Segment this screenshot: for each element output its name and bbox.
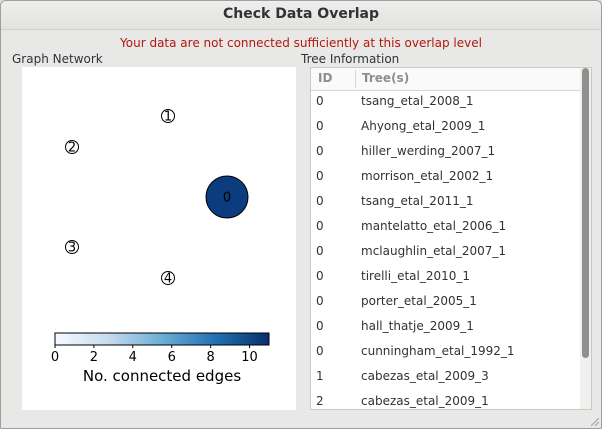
vertical-scrollbar[interactable] [580,68,591,409]
table-row[interactable]: 0 mclaughlin_etal_2007_1 [311,240,581,265]
table-row[interactable]: 0 hall_thatje_2009_1 [311,315,581,340]
row-id-cell: 0 [316,144,324,158]
row-tree-cell: Ahyong_etal_2009_1 [361,119,486,133]
colorbar-tick-label: 6 [168,350,176,365]
row-id-cell: 2 [316,394,324,408]
row-id-cell: 0 [316,294,324,308]
row-tree-cell: tsang_etal_2008_1 [361,94,474,108]
column-header-trees[interactable]: Tree(s) [362,71,410,85]
colorbar-tick-label: 2 [90,350,98,365]
row-tree-cell: hiller_werding_2007_1 [361,144,496,158]
row-tree-cell: tsang_etal_2011_1 [361,194,474,208]
row-tree-cell: porter_etal_2005_1 [361,294,477,308]
table-row[interactable]: 0 tirelli_etal_2010_1 [311,265,581,290]
table-row[interactable]: 0 cunningham_etal_1992_1 [311,340,581,365]
table-body: 0 tsang_etal_2008_1 0 Ahyong_etal_2009_1 0 hi… [311,90,581,409]
graph-node-0: 0 [205,175,249,219]
colorbar-label: No. connected edges [83,367,241,385]
graph-network-label: Graph Network [12,52,103,66]
graph-node-label: 2 [68,141,76,156]
row-id-cell: 0 [316,194,324,208]
row-id-cell: 0 [316,269,324,283]
window-title: Check Data Overlap [223,6,379,22]
row-tree-cell: cabezas_etal_2009_3 [361,369,489,383]
row-tree-cell: mclaughlin_etal_2007_1 [361,244,507,258]
tree-information-label: Tree Information [301,52,400,66]
row-tree-cell: cabezas_etal_2009_1 [361,394,489,408]
graph-node-4: 4 [161,271,175,287]
graph-network-panel: 0 1 2 3 4 0 2 4 6 8 10 No. connected edges [22,67,296,410]
graph-node-3: 3 [65,240,79,256]
graph-node-label: 4 [164,272,172,287]
row-tree-cell: hall_thatje_2009_1 [361,319,474,333]
graph-node-label: 1 [164,110,172,125]
colorbar [54,332,270,346]
graph-node-label: 3 [68,241,76,256]
table-row[interactable]: 0 morrison_etal_2002_1 [311,165,581,190]
table-row[interactable]: 0 mantelatto_etal_2006_1 [311,215,581,240]
connectivity-warning: Your data are not connected sufficiently… [120,36,482,50]
tree-information-table[interactable]: ID Tree(s) 0 tsang_etal_2008_1 0 Ahyong_eta… [310,67,592,410]
scrollbar-thumb[interactable] [582,68,589,358]
title-bar[interactable]: Check Data Overlap [1,1,601,30]
row-id-cell: 0 [316,244,324,258]
table-row[interactable]: 0 hiller_werding_2007_1 [311,140,581,165]
row-tree-cell: tirelli_etal_2010_1 [361,269,471,283]
resize-grip-icon[interactable] [591,418,599,426]
row-tree-cell: cunningham_etal_1992_1 [361,344,515,358]
row-id-cell: 0 [316,219,324,233]
table-row[interactable]: 1 cabezas_etal_2009_3 [311,365,581,390]
colorbar-tick-label: 0 [51,350,59,365]
table-row[interactable]: 2 cabezas_etal_2009_1 [311,390,581,409]
row-id-cell: 1 [316,369,324,383]
table-row[interactable]: 0 tsang_etal_2008_1 [311,90,581,115]
column-header-id[interactable]: ID [318,71,333,85]
table-row[interactable]: 0 porter_etal_2005_1 [311,290,581,315]
column-separator [355,70,356,88]
graph-node-label: 0 [223,191,231,206]
row-tree-cell: mantelatto_etal_2006_1 [361,219,507,233]
row-id-cell: 0 [316,94,324,108]
row-tree-cell: morrison_etal_2002_1 [361,169,494,183]
table-header: ID Tree(s) [311,68,581,91]
colorbar-tick-label: 10 [241,350,258,365]
colorbar-tick-label: 4 [129,350,137,365]
row-id-cell: 0 [316,319,324,333]
table-row[interactable]: 0 tsang_etal_2011_1 [311,190,581,215]
colorbar-tick-label: 8 [206,350,214,365]
row-id-cell: 0 [316,344,324,358]
table-row[interactable]: 0 Ahyong_etal_2009_1 [311,115,581,140]
row-id-cell: 0 [316,119,324,133]
row-id-cell: 0 [316,169,324,183]
graph-node-1: 1 [161,109,175,125]
graph-node-2: 2 [65,140,79,156]
